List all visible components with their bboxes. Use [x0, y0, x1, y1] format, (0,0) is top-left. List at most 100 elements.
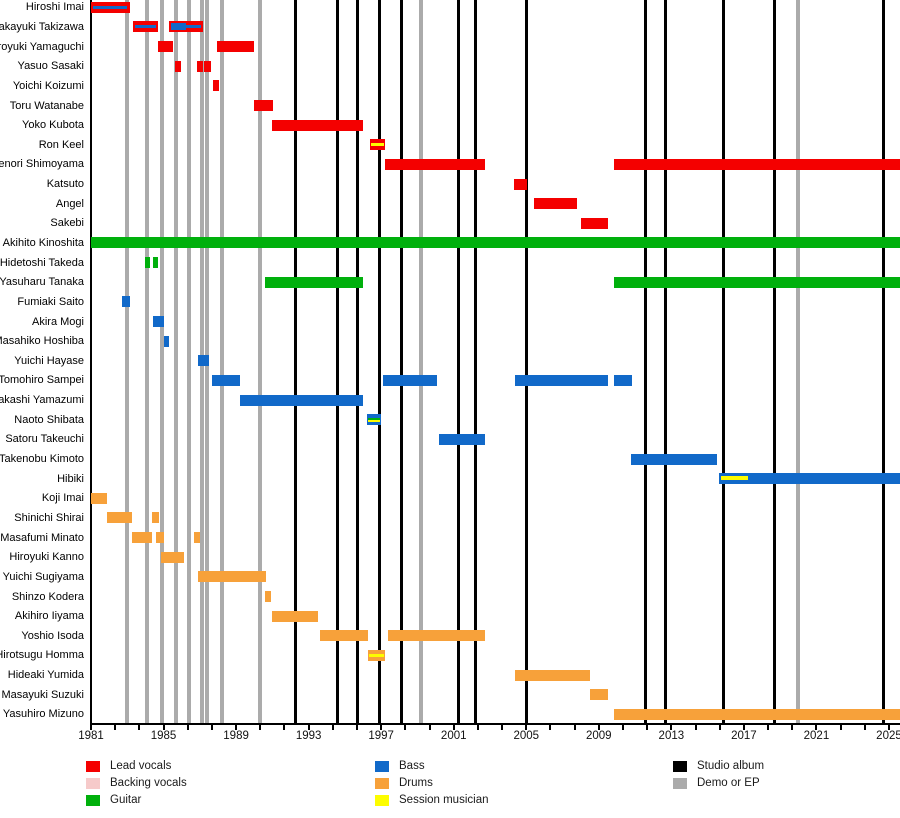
timeline-bar [212, 80, 219, 92]
demo-ep-line [419, 0, 424, 723]
member-label: Yasuharu Tanaka [0, 276, 84, 289]
x-axis-tick [742, 725, 745, 730]
member-label: Yuichi Sugiyama [2, 570, 84, 583]
timeline-bar [513, 178, 528, 190]
studio-album-line [293, 0, 297, 723]
timeline-bar [198, 571, 266, 583]
timeline-bar-stripe [367, 417, 381, 420]
member-label: Yoko Kubota [22, 119, 84, 132]
demo-ep-line [125, 0, 130, 723]
timeline-bar [718, 473, 900, 485]
timeline-bar [265, 276, 364, 288]
member-label: Akihiro Iiyama [14, 610, 84, 623]
timeline-bar-stripe [134, 25, 157, 29]
legend-label: Demo or EP [697, 777, 760, 789]
x-axis-tick [235, 725, 238, 730]
timeline-bar [91, 492, 107, 504]
x-axis-tick [839, 725, 842, 730]
timeline-bar [151, 512, 159, 524]
member-label: Masayuki Suzuki [1, 688, 84, 701]
timeline-bar [211, 374, 240, 386]
legend-label: Backing vocals [110, 777, 187, 789]
timeline-bar [145, 257, 150, 269]
member-label: Takenobu Kimoto [0, 453, 84, 466]
member-label: Tomohiro Sampei [0, 374, 84, 387]
x-axis-tick [525, 725, 528, 730]
timeline-bar [163, 335, 169, 347]
timeline-bar [131, 532, 152, 544]
timeline-bar [515, 669, 590, 681]
x-axis-tick [428, 725, 431, 730]
studio-album-line [882, 0, 886, 723]
member-label: Yoichi Koizumi [12, 79, 84, 92]
demo-ep-line [145, 0, 150, 723]
x-axis-tick [452, 725, 455, 730]
legend-label: Bass [399, 760, 425, 772]
year-label: 2025 [876, 730, 900, 742]
timeline-bar [239, 394, 364, 406]
member-label: Hirotsugu Homma [0, 649, 84, 662]
timeline-bar [160, 551, 185, 563]
studio-album-line [643, 0, 647, 723]
member-label: Masafumi Minato [0, 531, 84, 544]
timeline-bar [515, 374, 608, 386]
timeline-bar [265, 591, 272, 602]
timeline-bar [121, 296, 130, 308]
member-label: Yasuhiro Mizuno [2, 708, 84, 721]
member-label: Fumiaki Saito [17, 295, 84, 308]
legend-swatch-guitar [86, 795, 100, 806]
member-label: Toru Watanabe [9, 99, 84, 112]
x-axis-tick [162, 725, 165, 730]
studio-album-line [356, 0, 360, 723]
timeline-bar-stripe [367, 419, 381, 422]
member-label: Takenori Shimoyama [0, 158, 84, 171]
timeline-bar [580, 217, 608, 229]
year-label: 2009 [586, 730, 612, 742]
year-label: 1981 [78, 730, 104, 742]
member-label: Yasuo Sasaki [17, 60, 84, 73]
year-label: 1989 [223, 730, 249, 742]
studio-album-line [773, 0, 777, 723]
timeline-bar [614, 374, 633, 386]
legend-swatch-demo [673, 778, 687, 789]
member-label: Shinichi Shirai [14, 511, 84, 524]
timeline-bar [589, 689, 608, 701]
x-axis-tick [404, 725, 407, 730]
year-label: 1993 [295, 730, 322, 742]
x-axis-tick [210, 725, 213, 730]
x-axis-tick [186, 725, 189, 730]
timeline-bar [384, 158, 486, 170]
timeline-bar-stripe [369, 653, 384, 657]
legend-swatch-album [673, 761, 687, 772]
demo-ep-line [796, 0, 801, 723]
timeline-bar [614, 708, 900, 720]
legend-swatch-backing [86, 778, 100, 789]
member-label: Masahiko Hoshiba [0, 335, 84, 348]
timeline-bar [388, 630, 485, 642]
member-label: Akira Mogi [32, 315, 84, 328]
timeline-bar [156, 532, 164, 544]
x-axis-tick [863, 725, 866, 730]
member-label: Katsuto [46, 178, 84, 191]
timeline-bar [107, 512, 132, 524]
legend-label: Session musician [399, 794, 489, 806]
studio-album-line [524, 0, 528, 723]
member-label: Hiroyuki Kanno [9, 551, 84, 564]
member-label: Naoto Shibata [14, 413, 84, 426]
legend-swatch-vocals [86, 761, 100, 772]
year-label: 2017 [731, 730, 757, 742]
studio-album-line [473, 0, 477, 723]
timeline-bar [198, 355, 209, 367]
timeline-bar [152, 316, 164, 328]
member-label: Angel [55, 197, 84, 210]
member-label: Satoru Takeuchi [5, 433, 84, 446]
member-label: Akihito Kinoshita [2, 236, 84, 249]
x-axis-tick [887, 725, 890, 730]
x-axis-tick [331, 725, 334, 730]
year-label: 2013 [658, 730, 685, 742]
timeline-bar [366, 414, 382, 426]
member-label: Yuichi Hayase [14, 354, 84, 367]
member-label: Hidetoshi Takeda [0, 256, 84, 269]
timeline-bar [152, 257, 159, 269]
timeline-bar-stripe [92, 5, 128, 9]
